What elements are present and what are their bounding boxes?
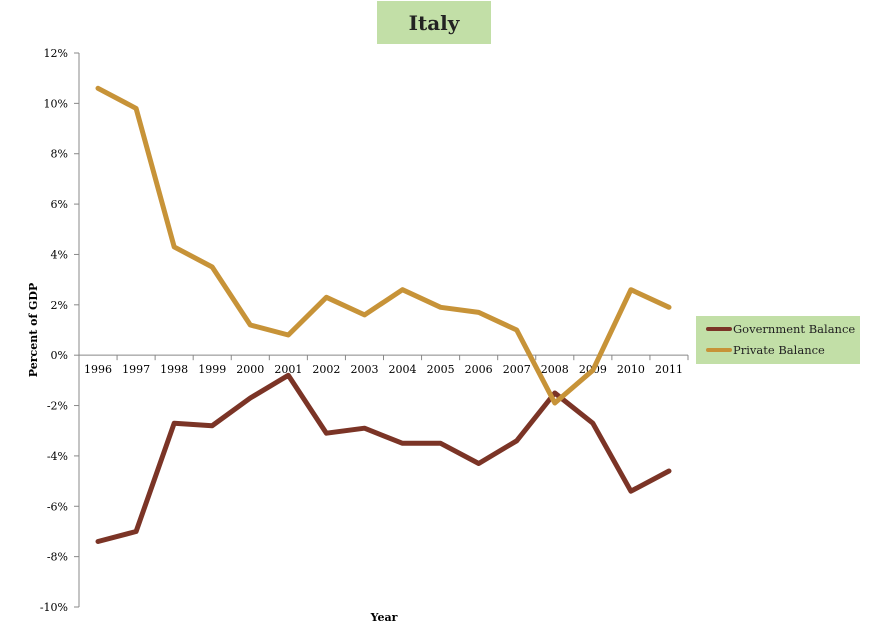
y-axis-title: Percent of GDP: [27, 283, 40, 377]
x-tick-labels: 1996 1997 1998 1999 2000 2001 2002 2003 2004 2005…: [84, 363, 683, 376]
y-tick-label: -10%: [40, 601, 68, 614]
x-tick-label: 1996: [84, 363, 112, 376]
x-tick-label: 2010: [617, 363, 645, 376]
y-tick-label: 8%: [51, 148, 68, 161]
legend-label-private: Private Balance: [733, 343, 825, 357]
legend-swatch-government: [706, 327, 732, 331]
y-tick-labels: 12% 10% 8% 6% 4% 2% 0% -2% -4% -6% -8% -10%: [40, 47, 68, 614]
y-tick-label: -8%: [47, 551, 68, 564]
y-tick-label: 0%: [51, 349, 68, 362]
x-tick-label: 2003: [350, 363, 378, 376]
y-tick-label: 12%: [44, 47, 68, 60]
axes: [74, 52, 689, 608]
series-lines: [95, 85, 672, 544]
x-tick-label: 2011: [655, 363, 683, 376]
x-tick-label: 2002: [312, 363, 340, 376]
x-tick-label: 1997: [122, 363, 150, 376]
y-tick-label: 10%: [44, 97, 68, 110]
x-tick-label: 2004: [389, 363, 417, 376]
legend-label-government: Government Balance: [733, 322, 856, 336]
x-tick-label: 2000: [236, 363, 264, 376]
series-line-private-balance: [95, 85, 672, 406]
chart-title: Italy: [408, 10, 460, 35]
series-line-government-balance: [95, 372, 672, 544]
y-tick-label: 6%: [51, 198, 68, 211]
x-tick-label: 2008: [541, 363, 569, 376]
y-tick-label: 2%: [51, 299, 68, 312]
y-tick-label: -4%: [47, 450, 68, 463]
y-tick-label: -6%: [47, 500, 68, 513]
x-tick-label: 1998: [160, 363, 188, 376]
legend-swatch-private: [706, 348, 732, 352]
legend-item-private: Private Balance: [706, 343, 825, 357]
x-tick-label: 2001: [274, 363, 302, 376]
legend-item-government: Government Balance: [706, 322, 855, 336]
chart-title-box: Italy: [377, 1, 491, 44]
x-tick-label: 1999: [198, 363, 226, 376]
x-tick-label: 2007: [503, 363, 531, 376]
x-tick-label: 2006: [465, 363, 493, 376]
y-tick-label: 4%: [51, 248, 68, 261]
y-tick-label: -2%: [47, 400, 68, 413]
x-tick-label: 2005: [427, 363, 455, 376]
legend: Government Balance Private Balance: [696, 316, 860, 364]
x-axis-title: Year: [370, 611, 398, 624]
